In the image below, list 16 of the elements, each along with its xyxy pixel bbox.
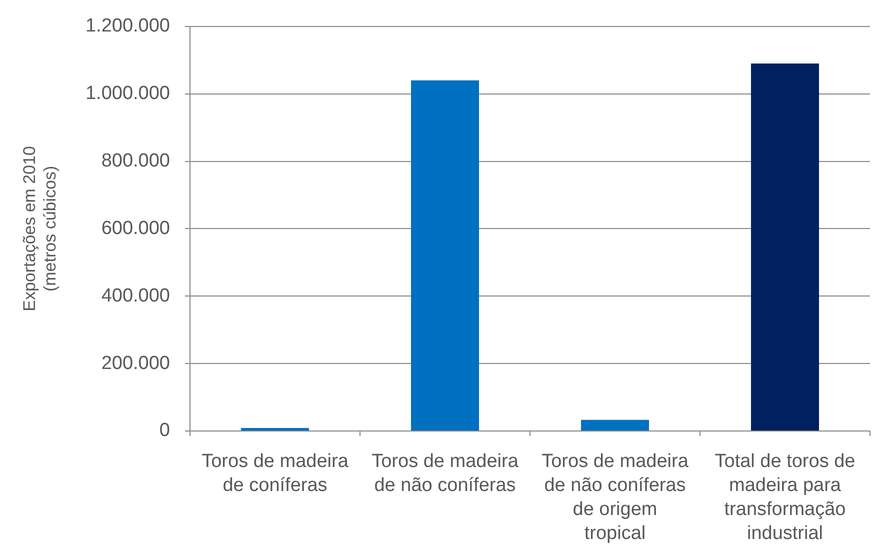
y-tick-label: 0	[159, 420, 170, 442]
y-tick-label: 200.000	[101, 352, 170, 374]
y-tick-label: 400.000	[101, 285, 170, 306]
y-tick-label: 1.200.000	[85, 16, 170, 37]
y-tick-label: 600.000	[101, 218, 170, 239]
y-tick-label: 800.000	[101, 150, 170, 172]
y-tick-label: 1.000.000	[85, 83, 170, 104]
bar	[241, 428, 309, 430]
x-tick-label: Toros de madeira de coníferas	[202, 451, 349, 496]
y-axis-title: Exportações em 2010 (metros cúbicos)	[20, 146, 60, 312]
bar	[581, 420, 649, 430]
bar	[751, 63, 819, 430]
x-tick-label: Toros de madeira de não coníferas	[372, 451, 519, 496]
x-tick-label: Total de toros de madeira para transformação industrial	[714, 451, 856, 544]
x-tick-label: Toros de madeira de não coníferas de origem tropical	[542, 451, 689, 544]
bar	[411, 80, 479, 430]
